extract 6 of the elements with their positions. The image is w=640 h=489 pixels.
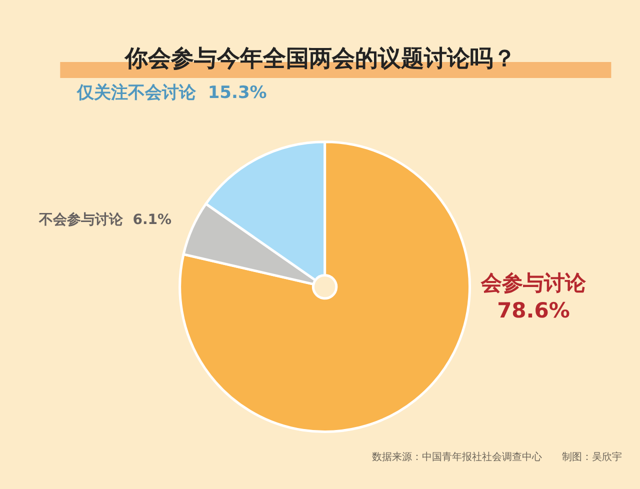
- slice-label: 仅关注不会讨论 15.3%: [76, 83, 267, 103]
- chart-title: 你会参与今年全国两会的议题讨论吗？: [124, 46, 516, 72]
- data-label: 78.6%: [497, 298, 570, 322]
- slice-label: 不会参与讨论 6.1%: [38, 211, 172, 228]
- slice-label: 会参与讨论: [480, 271, 587, 295]
- source-note: 数据来源：中国青年报社社会调查中心 制图：吴欣宇: [372, 451, 622, 463]
